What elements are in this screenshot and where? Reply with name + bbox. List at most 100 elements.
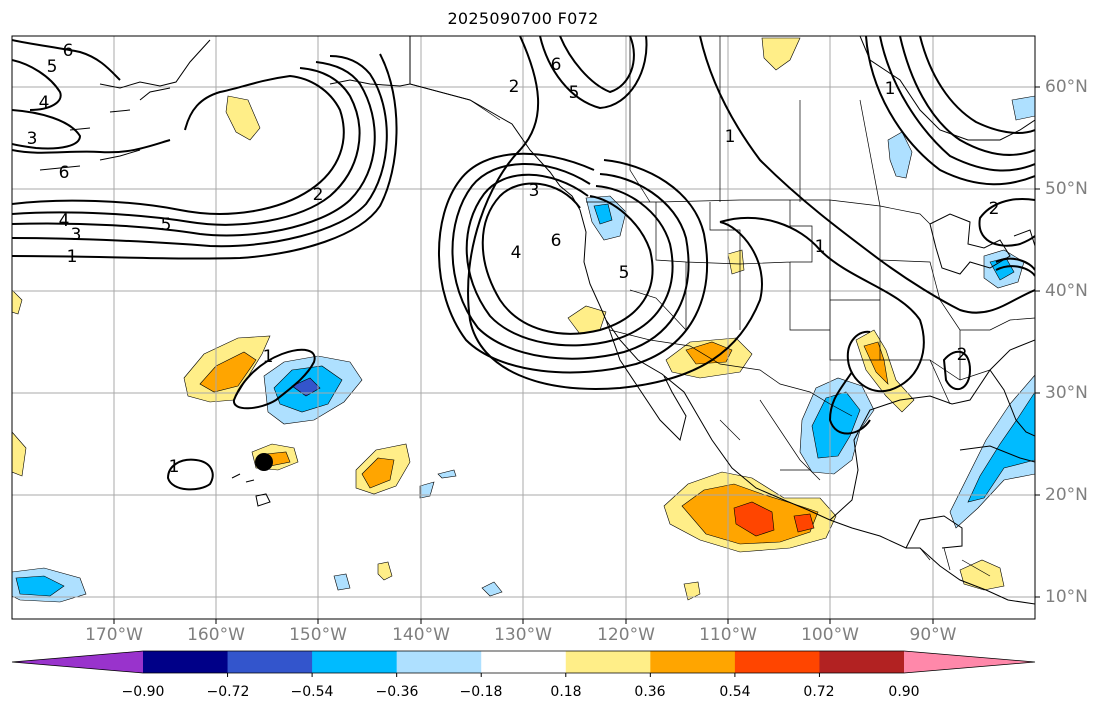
anomaly-negative <box>419 481 435 499</box>
anomaly-negative <box>967 391 1035 503</box>
graticule <box>12 36 1035 619</box>
anomaly-positive <box>959 559 1005 591</box>
alaska-west-coast <box>99 39 411 89</box>
lat-label: 10°N <box>1045 587 1088 607</box>
cuba <box>959 445 1035 463</box>
florida <box>989 369 1035 437</box>
aleutians <box>39 87 171 171</box>
anomaly-negative <box>1011 95 1035 121</box>
anomaly-negative <box>593 203 613 225</box>
colorbar-segment <box>312 651 398 673</box>
anomaly-positive <box>863 341 889 385</box>
colorbar-tick-label: 0.54 <box>719 684 751 700</box>
anomaly-negative <box>333 573 351 591</box>
contour-label: 1 <box>885 79 896 99</box>
contour-label: 3 <box>71 225 82 245</box>
colorbar-extension-max <box>904 651 1035 673</box>
contour-label: 1 <box>169 457 180 477</box>
contour <box>465 173 674 347</box>
canada-provinces <box>629 36 881 207</box>
contour <box>166 458 214 491</box>
colorbar-tick-label: −0.72 <box>206 684 250 700</box>
contour <box>12 53 398 260</box>
colorbar-extension-min <box>12 651 143 673</box>
anomaly-positive <box>727 249 745 275</box>
contour-label: 3 <box>27 129 38 149</box>
contour <box>899 36 1035 156</box>
colorbar-segment <box>227 651 313 673</box>
contour <box>865 36 1035 186</box>
anomaly-positive <box>733 501 775 537</box>
contour <box>719 217 925 393</box>
shaded-anomalies <box>12 37 1035 603</box>
contour <box>995 257 1035 277</box>
contour <box>919 36 1035 134</box>
central-america-borders <box>919 547 991 577</box>
contour <box>559 36 635 94</box>
lon-label: 140°W <box>392 625 450 645</box>
gulf-coast <box>829 339 1035 521</box>
contour-label: 2 <box>989 199 1000 219</box>
map-title: 2025090700 F072 <box>447 9 599 28</box>
yucatan <box>905 515 963 549</box>
political-borders <box>409 36 1035 577</box>
contour <box>451 163 690 360</box>
contour-label: 5 <box>47 57 58 77</box>
lon-label: 110°W <box>699 625 757 645</box>
contour <box>12 59 62 111</box>
lon-label: 150°W <box>289 625 347 645</box>
contour-label: 2 <box>313 185 324 205</box>
contour-label: 4 <box>59 211 70 231</box>
contour-label: 1 <box>725 127 736 147</box>
contour-label: 2 <box>957 345 968 365</box>
colorbar-tick-label: 0.36 <box>634 684 666 700</box>
contour-label: 2 <box>509 77 520 97</box>
anomaly-positive <box>685 341 733 365</box>
storm-center-marker <box>255 453 273 471</box>
contour-lines <box>12 36 1035 491</box>
colorbar-tick-label: 0.72 <box>803 684 835 700</box>
lat-label: 60°N <box>1045 77 1088 97</box>
colorbar-tick-label: 0.18 <box>550 684 582 700</box>
contour <box>12 61 376 237</box>
contour-label: 3 <box>529 181 540 201</box>
colorbar-tick-label: −0.90 <box>121 684 165 700</box>
colorbar-segment <box>650 651 736 673</box>
colorbar-segment <box>565 651 651 673</box>
colorbar-tick-label: −0.18 <box>459 684 503 700</box>
contour <box>12 39 121 81</box>
contour <box>539 36 648 110</box>
anomaly-positive <box>225 95 261 141</box>
contour-label: 6 <box>63 41 74 61</box>
contour <box>699 36 1035 314</box>
anomaly-negative <box>437 469 457 479</box>
colorbar-segment <box>734 651 820 673</box>
colorbar-segment <box>143 651 229 673</box>
contour-label: 1 <box>67 247 78 267</box>
colorbar-segment <box>481 651 567 673</box>
contour <box>438 152 708 374</box>
contour-label: 4 <box>39 93 50 113</box>
contour <box>978 198 1035 247</box>
coastlines <box>39 36 1035 605</box>
colorbar-outline <box>11 650 1036 674</box>
anomaly-positive <box>683 581 701 601</box>
lon-label: 170°W <box>85 625 143 645</box>
colorbar-tick-label: 0.90 <box>888 684 920 700</box>
colorbar-tick-label: −0.54 <box>290 684 334 700</box>
contour <box>879 36 1035 172</box>
contour-label: 4 <box>511 243 522 263</box>
lat-label: 30°N <box>1045 383 1088 403</box>
contour <box>12 74 345 215</box>
contour-label: 5 <box>619 263 630 283</box>
lat-label: 40°N <box>1045 281 1088 301</box>
contour-label: 6 <box>59 163 70 183</box>
colorbar-segment <box>396 651 482 673</box>
anomaly-positive <box>793 513 815 533</box>
alaska-coast <box>409 36 1035 605</box>
contour-label: 6 <box>551 55 562 75</box>
mexico-states <box>719 399 821 481</box>
contour <box>12 55 388 248</box>
axis-ticks <box>113 86 1040 624</box>
